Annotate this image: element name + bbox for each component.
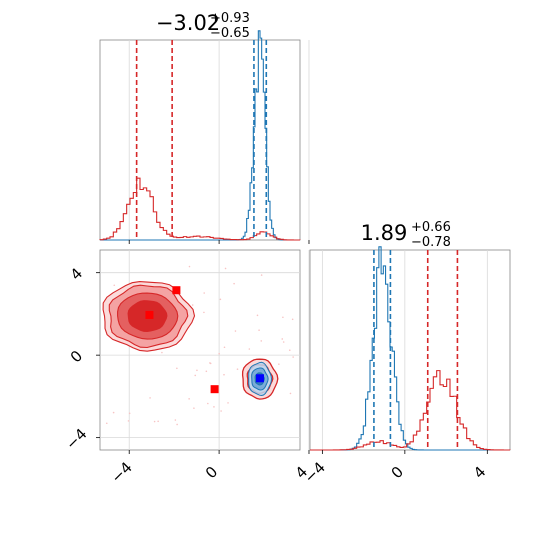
x-tick-label: 4 [470,463,489,482]
y-tick-label: −4 [62,425,90,453]
scatter-point-red [196,369,198,372]
scatter-point-red [203,311,205,314]
scatter-point-red [236,368,239,370]
scatter-point-red [203,292,205,294]
histogram-red-param-2 [310,370,511,451]
scatter-point-red [194,374,197,377]
scatter-point-red [205,370,208,373]
scatter-point-red [234,330,237,332]
scatter-point-red [278,363,280,365]
marker-red-square [145,310,154,319]
scatter-point-red [218,352,220,355]
x-tick-label: 0 [202,463,221,482]
scatter-point-red [292,356,294,358]
scatter-point-red [176,423,178,426]
scatter-point-red [112,411,115,414]
scatter-point-red [188,398,190,400]
param-2-title: 1.89 [361,221,408,245]
param-1-title: −3.02 [156,11,220,35]
scatter-point-red [248,348,251,350]
x-tick-label: −4 [107,458,135,486]
marker-red-square [210,385,219,394]
joint-panel-frame [99,249,301,451]
scatter-point-red [227,402,229,404]
scatter-point-red [260,274,263,276]
param-1-title-lower: −0.65 [210,26,250,41]
scatter-point-red [289,392,292,395]
histogram-blue-param-1 [100,30,300,241]
y-tick-label: 0 [67,347,86,366]
scatter-point-red [188,265,191,268]
scatter-point-red [153,420,156,423]
param-2-title-lower: −0.78 [411,235,451,250]
scatter-point-red [220,410,222,412]
marker-blue-square [256,374,264,383]
scatter-point-red [281,338,284,340]
scatter-point-red [149,397,151,399]
scatter-point-red [157,420,159,423]
scatter-point-red [260,340,263,342]
scatter-point-red [207,402,209,405]
scatter-point-red [282,316,284,319]
scatter-point-red [113,284,116,287]
scatter-point-red [176,367,178,370]
scatter-point-red [193,407,195,409]
marginal-panel-param-1 [99,30,310,244]
scatter-point-red [233,282,235,285]
scatter-point-red [258,329,260,331]
scatter-point-red [127,420,130,422]
scatter-point-red [288,349,291,352]
y-tick-label: 4 [67,264,86,283]
scatter-point-red [256,314,259,317]
scatter-point-red [223,373,225,376]
scatter-point-red [224,267,227,270]
scatter-point-red [209,362,212,365]
scatter-point-red [282,341,285,343]
scatter-point-red [161,351,163,354]
scatter-point-red [223,346,226,349]
marginal-panel-param-2: −4 0 4 [301,246,511,487]
param-1-title-upper: +0.93 [210,11,250,26]
marginal-panel-2-frame [309,249,511,451]
scatter-point-red [291,318,294,321]
scatter-point-red [105,422,108,425]
scatter-point-red [191,304,194,306]
scatter-point-red [219,298,222,301]
scatter-point-red [128,412,131,415]
x-tick-label: 0 [388,463,407,482]
param-2-title-upper: +0.66 [411,220,451,235]
x-tick-label: −4 [301,458,329,486]
marker-red-square [172,286,181,295]
scatter-point-red [174,419,177,421]
scatter-point-red [213,406,215,408]
